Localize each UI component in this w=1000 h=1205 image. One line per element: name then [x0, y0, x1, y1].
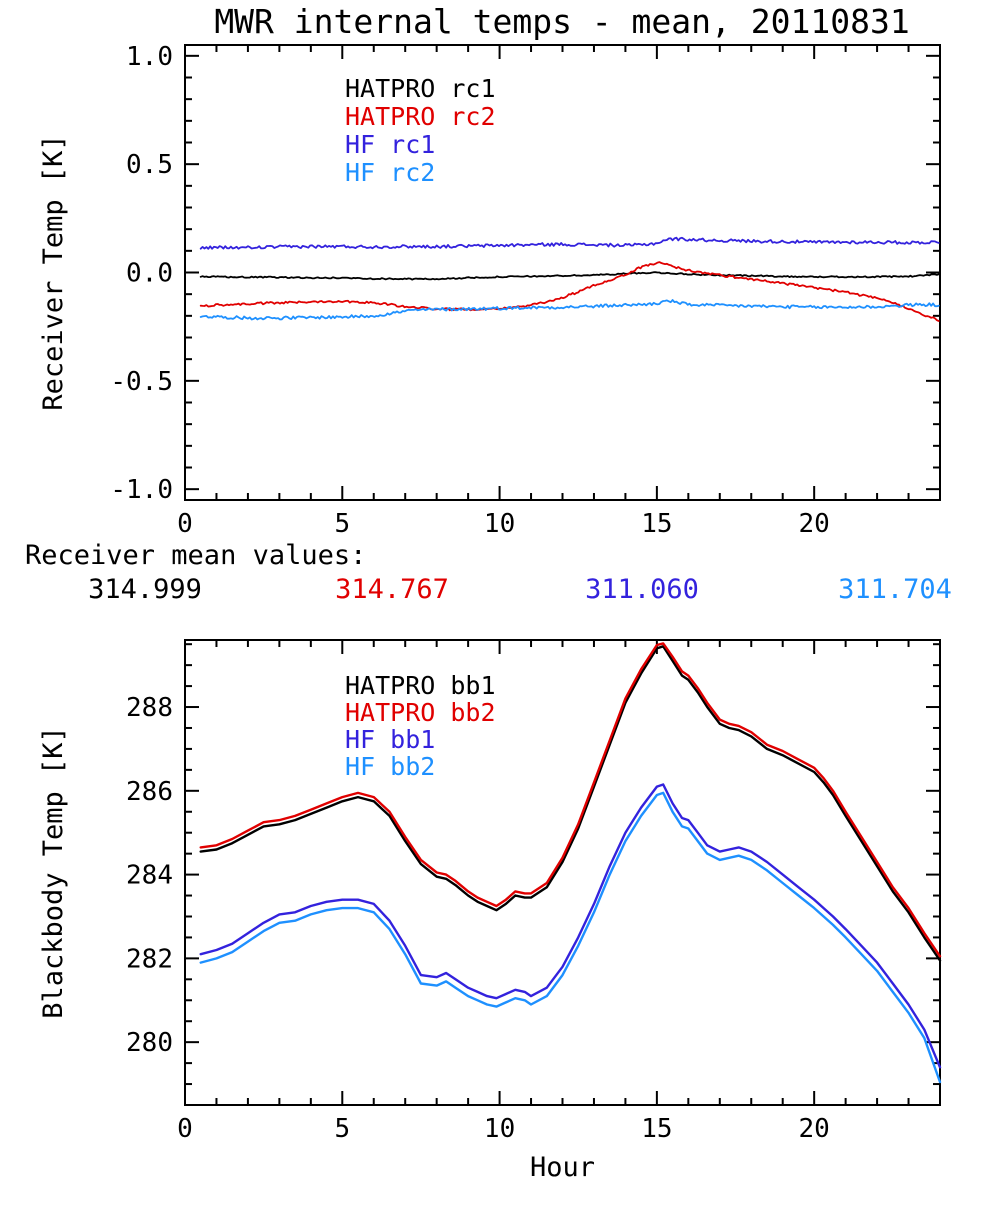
- y-tick-label: 284: [126, 861, 173, 891]
- series-line-hf-bb1: [199, 783, 942, 1069]
- plot-frame: [184, 639, 941, 1106]
- series-line-hf-rc2: [199, 299, 940, 321]
- mean-value-hatpro-rc2: 314.767: [335, 574, 449, 605]
- y-tick-label: 1.0: [126, 42, 173, 72]
- legend-label-hf-bb2: HF bb2: [345, 752, 435, 781]
- figure-title: MWR internal temps - mean, 20110831: [214, 2, 909, 41]
- y-axis-label: Blackbody Temp [K]: [38, 726, 69, 1019]
- x-tick-label: 20: [799, 509, 830, 539]
- series-line-hf-rc1: [199, 236, 940, 250]
- y-tick-label: 288: [126, 693, 173, 723]
- legend-label-hf-rc1: HF rc1: [345, 130, 435, 159]
- x-tick-label: 5: [334, 1114, 350, 1144]
- x-axis-label: Hour: [530, 1152, 595, 1183]
- y-tick-label: 0.0: [126, 259, 173, 289]
- legend-label-hf-bb1: HF bb1: [345, 725, 435, 754]
- x-tick-label: 15: [641, 1114, 672, 1144]
- y-tick-label: 280: [126, 1028, 173, 1058]
- x-tick-label: 5: [334, 509, 350, 539]
- legend-label-hatpro-rc2: HATPRO rc2: [345, 102, 496, 131]
- mean-value-hf-rc1: 311.060: [585, 574, 699, 605]
- series-line-hatpro-rc1: [199, 271, 940, 281]
- x-tick-label: 15: [641, 509, 672, 539]
- blackbody-temp-panel: 0 5 10 15 20 280 282 284 286 288 Blackbody Temp [K…: [38, 639, 942, 1183]
- series-line-hatpro-bb1: [199, 645, 942, 962]
- receiver-mean-values-label: Receiver mean values:: [25, 540, 366, 571]
- axis-ticks: [184, 45, 940, 500]
- mean-value-hatpro-rc1: 314.999: [88, 574, 202, 605]
- legend-label-hf-rc2: HF rc2: [345, 158, 435, 187]
- y-tick-label: -1.0: [110, 475, 173, 505]
- x-tick-label: 0: [177, 1114, 193, 1144]
- receiver-temp-panel: 0 5 10 15 20 -1.0 -0.5 0.0 0.5 1.0 Receiver Temp […: [38, 42, 941, 539]
- y-tick-label: 282: [126, 944, 173, 974]
- y-tick-label: -0.5: [110, 367, 173, 397]
- x-tick-label: 10: [484, 1114, 515, 1144]
- x-tick-label: 20: [799, 1114, 830, 1144]
- mean-value-hf-rc2: 311.704: [838, 574, 952, 605]
- legend-label-hatpro-rc1: HATPRO rc1: [345, 74, 496, 103]
- series-line-hf-bb2: [199, 791, 942, 1084]
- axis-ticks: [184, 640, 940, 1106]
- x-tick-label: 0: [177, 509, 193, 539]
- series-line-hatpro-rc2: [199, 261, 940, 322]
- y-tick-label: 286: [126, 777, 173, 807]
- legend-label-hatpro-bb1: HATPRO bb1: [345, 671, 496, 700]
- legend-label-hatpro-bb2: HATPRO bb2: [345, 698, 496, 727]
- y-tick-label: 0.5: [126, 150, 173, 180]
- x-tick-label: 10: [484, 509, 515, 539]
- series-line-hatpro-bb2: [199, 642, 942, 958]
- plot-frame: [184, 44, 941, 501]
- y-axis-label: Receiver Temp [K]: [38, 134, 69, 410]
